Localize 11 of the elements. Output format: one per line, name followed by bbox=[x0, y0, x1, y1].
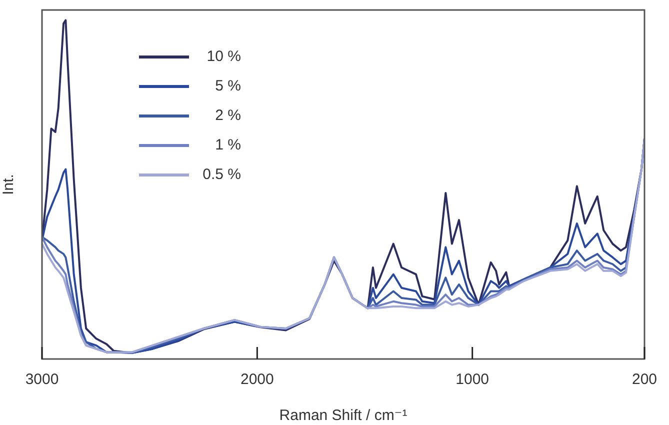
legend-label: 2 % bbox=[215, 107, 241, 124]
legend-label: 5 % bbox=[215, 78, 241, 95]
x-tick-label: 200 bbox=[632, 371, 657, 388]
x-axis-title: Raman Shift / cm⁻¹ bbox=[279, 407, 408, 424]
x-tick-label: 2000 bbox=[240, 371, 274, 388]
legend-label: 10 % bbox=[206, 48, 241, 66]
legend-label: 1 % bbox=[215, 136, 241, 154]
legend-label: 0.5 % bbox=[202, 166, 241, 184]
y-axis-title: Int. bbox=[0, 174, 18, 195]
x-tick-label: 3000 bbox=[25, 371, 59, 388]
x-tick-label: 1000 bbox=[456, 371, 490, 388]
